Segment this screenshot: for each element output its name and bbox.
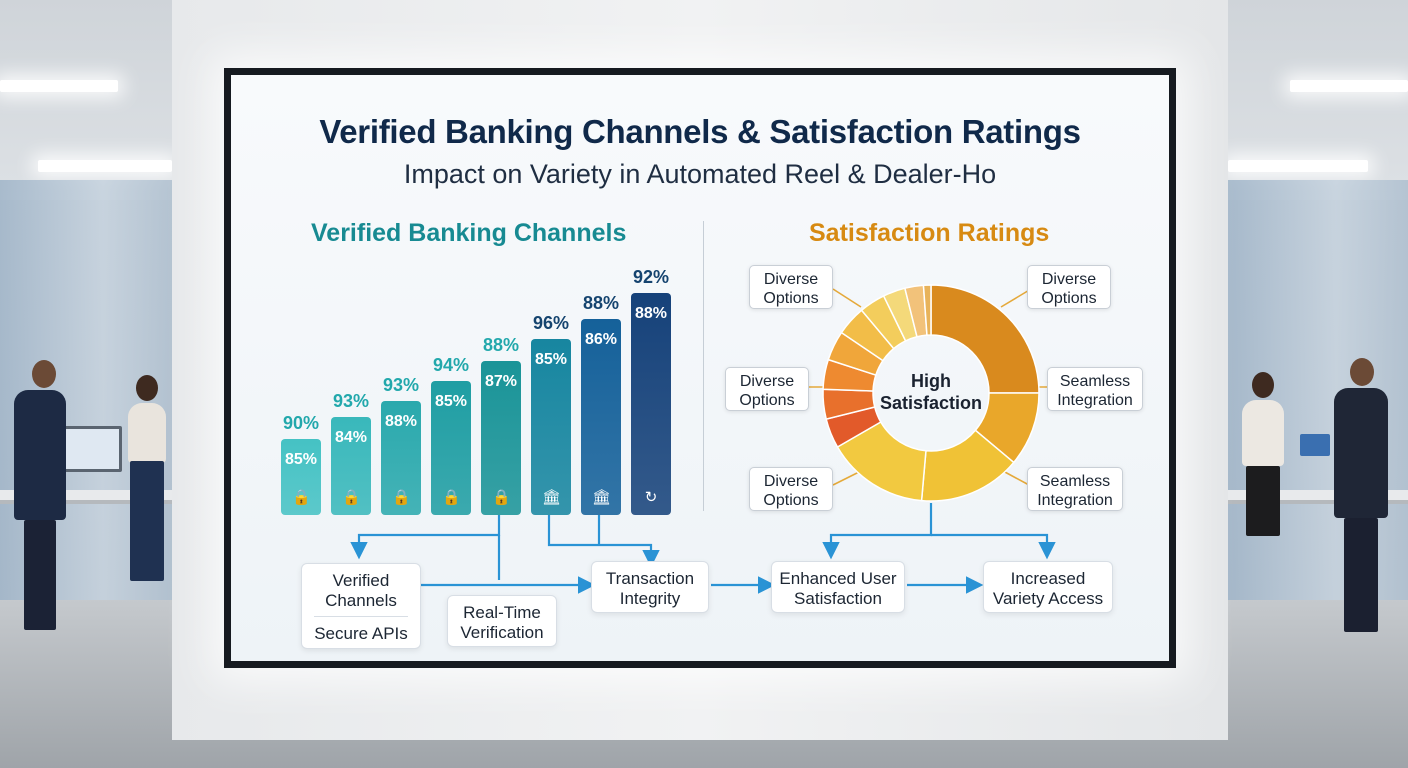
bar-3: 88% 🔒 [381, 401, 421, 515]
callout-diverse-options: Diverse Options [749, 265, 833, 309]
enhanced-user-satisfaction-box: Enhanced User Satisfaction [771, 561, 905, 613]
bar-top-label: 88% [582, 293, 620, 313]
left-section-heading: Verified Banking Channels [311, 219, 627, 247]
callout-line: Diverse [1041, 271, 1097, 288]
box-line: Real-Time [463, 603, 541, 622]
arrow-to-verified [350, 515, 501, 560]
box-line: Verified [332, 571, 390, 590]
bank-icon: 🏛 [542, 489, 562, 506]
bar-6: 85% 🏛 [531, 339, 571, 515]
callout-line: Seamless [1039, 473, 1111, 490]
increased-variety-access-box: Increased Variety Access [983, 561, 1113, 613]
box-line: Increased [1010, 569, 1086, 588]
donut-segment [930, 284, 1040, 394]
bar-inner-label: 85% [434, 393, 468, 410]
person [1330, 358, 1392, 632]
box-line: Transaction [605, 569, 695, 588]
real-time-verification-box: Real-Time Verification [447, 595, 557, 647]
flow-arrows: High Satisfaction [350, 284, 1056, 594]
box-line: Verification [460, 623, 544, 642]
ceiling-light [1290, 80, 1408, 92]
arrow-donut-enhanced [822, 503, 933, 560]
refresh-icon: ↻ [644, 489, 658, 506]
bank-icon: 🏛 [592, 489, 612, 506]
callout-line: Integration [1037, 492, 1113, 509]
callout-diverse-options: Diverse Options [749, 467, 833, 511]
monitor [62, 426, 122, 472]
bar-inner-label: 88% [634, 305, 668, 322]
donut-segment [922, 284, 932, 336]
ceiling-light [0, 80, 118, 92]
callout-diverse-options: Diverse Options [725, 367, 809, 411]
verified-channels-box: Verified Channels Secure APIs [301, 563, 421, 649]
bar-inner-label: 85% [534, 351, 568, 368]
board-subtitle: Impact on Variety in Automated Reel & De… [403, 159, 997, 189]
board-title: Verified Banking Channels & Satisfaction… [319, 113, 1081, 150]
callout-line: Options [1041, 290, 1097, 307]
callout-line: Diverse [739, 373, 795, 390]
callout-diverse-options: Diverse Options [1027, 265, 1111, 309]
callout-line: Integration [1057, 392, 1133, 409]
callout-line: Options [739, 392, 795, 409]
lock-icon: 🔒 [392, 489, 411, 506]
callout-line: Options [763, 492, 819, 509]
callout-line: Seamless [1059, 373, 1131, 390]
bar-inner-label: 86% [584, 331, 618, 348]
callout-seamless-integration: Seamless Integration [1027, 467, 1123, 511]
right-section-heading: Satisfaction Ratings [809, 219, 1050, 247]
display-board: Verified Banking Channels & Satisfaction… [224, 68, 1176, 668]
lock-icon: 🔒 [292, 489, 311, 506]
bar-top-label: 93% [332, 391, 370, 411]
bar-top-label: 88% [482, 335, 520, 355]
bar-top-label: 93% [382, 375, 420, 395]
leader-line [832, 288, 862, 308]
lock-icon: 🔒 [342, 489, 361, 506]
bar-inner-label: 84% [334, 429, 368, 446]
person [122, 375, 172, 625]
box-line: Satisfaction [794, 589, 882, 608]
satisfaction-donut [822, 284, 1040, 502]
bar-8: 88% ↻ [631, 293, 671, 515]
donut-center-line2: Satisfaction [880, 393, 982, 413]
bar-top-label: 90% [282, 413, 320, 433]
leader-line [832, 470, 862, 486]
lock-icon: 🔒 [492, 489, 511, 506]
callout-line: Diverse [763, 271, 819, 288]
person [1238, 372, 1288, 622]
leader-line [1002, 470, 1030, 486]
box-line: Channels [325, 591, 397, 610]
lock-icon: 🔒 [442, 489, 461, 506]
bar-inner-label: 87% [484, 373, 518, 390]
bar-7: 86% 🏛 [581, 319, 621, 515]
callout-seamless-integration: Seamless Integration [1047, 367, 1143, 411]
box-line: Integrity [619, 589, 681, 608]
person [10, 360, 70, 630]
bar-5: 87% 🔒 [481, 361, 521, 515]
bar-inner-label: 88% [384, 413, 418, 430]
bar-top-label: 92% [632, 267, 670, 287]
tablet [1300, 434, 1330, 456]
section-divider [703, 221, 704, 511]
box-line: Variety Access [992, 589, 1104, 608]
donut-center-line1: High [911, 371, 951, 391]
bar-inner-label: 85% [284, 451, 318, 468]
box-sub: Secure APIs [314, 616, 408, 644]
bar-top-label: 94% [432, 355, 470, 375]
bar-2: 84% 🔒 [331, 417, 371, 515]
callout-line: Diverse [763, 473, 819, 490]
box-line: Enhanced User [779, 569, 897, 588]
bar-1: 85% 🔒 [281, 439, 321, 515]
ceiling-light [38, 160, 172, 172]
transaction-integrity-box: Transaction Integrity [591, 561, 709, 613]
callout-line: Options [763, 290, 819, 307]
arrow-donut-increased [931, 533, 1056, 560]
bar-4: 85% 🔒 [431, 381, 471, 515]
ceiling-light [1228, 160, 1368, 172]
leader-line [1000, 288, 1032, 308]
bar-top-label: 96% [532, 313, 570, 333]
